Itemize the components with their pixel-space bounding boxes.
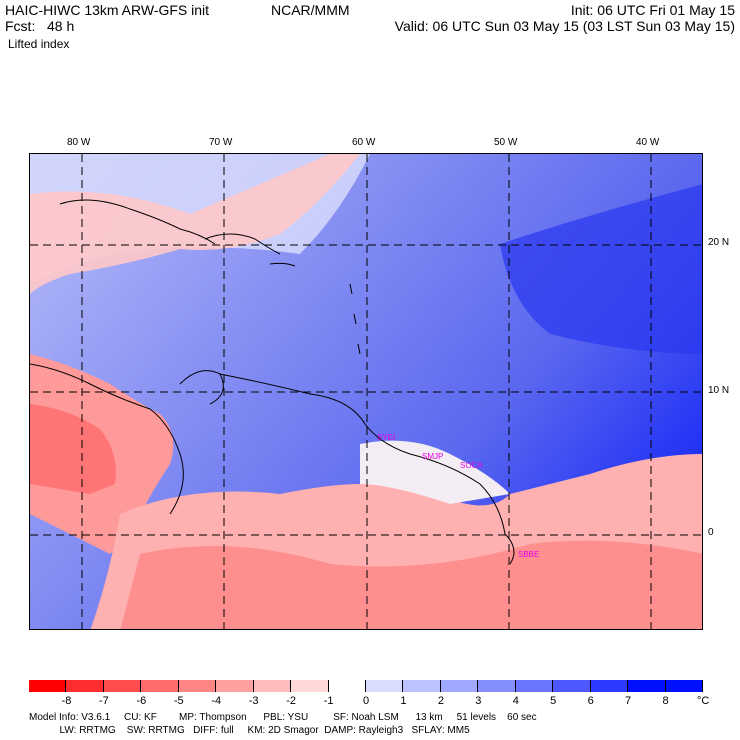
legend-swatch xyxy=(141,680,179,692)
lon-label-80w: 80 W xyxy=(67,137,91,148)
legend-swatch xyxy=(291,680,329,692)
station-label: SBBE xyxy=(518,550,539,559)
legend-tick: -2 xyxy=(286,695,296,707)
station-label: SOCA xyxy=(460,461,483,470)
legend-swatch xyxy=(328,680,366,692)
legend-tick: 2 xyxy=(437,695,444,707)
legend-swatch xyxy=(403,680,441,692)
valid-time: Valid: 06 UTC Sun 03 May 15 (03 LST Sun … xyxy=(394,18,735,34)
legend-swatch xyxy=(366,680,404,692)
legend-swatch xyxy=(178,680,217,692)
model-info-line-2: LW: RRTMG SW: RRTMG DIFF: full KM: 2D Sm… xyxy=(29,725,470,736)
strong-unstable-central-america xyxy=(30,404,116,494)
legend-swatch xyxy=(103,680,142,692)
station-label: SMJP xyxy=(422,452,443,461)
legend-tick: 7 xyxy=(625,695,632,707)
legend-swatch xyxy=(665,680,703,692)
legend-swatch xyxy=(66,680,104,692)
field-name: Lifted index xyxy=(8,37,70,51)
lat-label-20n: 20 N xyxy=(708,237,730,248)
coastlines xyxy=(30,199,515,565)
model-info-line-1: Model Info: V3.6.1 CU: KF MP: Thompson P… xyxy=(29,712,537,723)
legend-swatch xyxy=(515,680,554,692)
lon-label-50w: 50 W xyxy=(494,137,518,148)
legend-tick: -7 xyxy=(98,695,109,707)
lat-label-10n: 10 N xyxy=(708,385,730,396)
legend-tick: 8 xyxy=(662,695,669,707)
legend-swatch xyxy=(590,680,629,692)
legend-tick: 0 xyxy=(362,695,370,707)
forecast-hour: Fcst: 48 h xyxy=(5,18,75,34)
lon-label-70w: 70 W xyxy=(209,137,233,148)
legend-tick: 4 xyxy=(512,695,519,707)
legend-tick: -8 xyxy=(61,695,72,707)
legend-tick: -1 xyxy=(323,695,334,707)
legend-swatch xyxy=(216,680,254,692)
graticule xyxy=(30,154,702,629)
chart-title: HAIC-HIWC 13km ARW-GFS init xyxy=(5,2,210,18)
legend-unit: °C xyxy=(697,695,710,707)
legend-swatch xyxy=(253,680,292,692)
legend-swatch xyxy=(628,680,666,692)
unstable-north xyxy=(30,154,360,294)
legend-tick: -4 xyxy=(211,695,222,707)
legend-swatch xyxy=(440,680,479,692)
legend-tick: -6 xyxy=(136,695,147,707)
legend-tick: 3 xyxy=(475,695,482,707)
legend-tick: 5 xyxy=(550,695,557,707)
organization: NCAR/MMM xyxy=(271,2,350,18)
lon-label-40w: 40 W xyxy=(636,137,660,148)
legend-tick: 1 xyxy=(400,695,407,707)
legend-tick: 6 xyxy=(587,695,594,707)
map-canvas: SYEI SMJP SOCA SBBE xyxy=(30,154,702,629)
init-time: Init: 06 UTC Fri 01 May 15 xyxy=(570,2,735,18)
legend-swatch xyxy=(553,680,591,692)
lat-label-0: 0 xyxy=(708,527,714,538)
legend-tick: -3 xyxy=(248,695,259,707)
legend-swatch xyxy=(29,680,67,692)
lifted-index-map: SYEI SMJP SOCA SBBE xyxy=(29,153,703,630)
transition-guianas xyxy=(360,440,510,504)
strong-unstable-south-america xyxy=(120,540,702,629)
station-label: SYEI xyxy=(377,433,395,442)
legend-swatch xyxy=(478,680,516,692)
lon-label-60w: 60 W xyxy=(352,137,376,148)
legend-tick: -5 xyxy=(173,695,184,707)
